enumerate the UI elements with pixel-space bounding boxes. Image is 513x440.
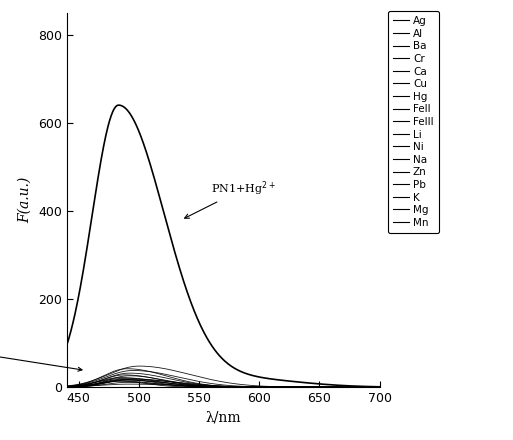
- Legend: Ag, Al, Ba, Cr, Ca, Cu, Hg, FeII, FeIII, Li, Ni, Na, Zn, Pb, K, Mg, Mn: Ag, Al, Ba, Cr, Ca, Cu, Hg, FeII, FeIII,…: [388, 11, 439, 233]
- Text: PN1+Hg$^{2+}$: PN1+Hg$^{2+}$: [185, 180, 276, 218]
- X-axis label: λ/nm: λ/nm: [205, 411, 241, 425]
- Text: PN1+ Ag$^+$, Al$^{3+}$, Ba$^{2+}$, Cr$^{3+}$, Ca$^{2+}$, Cu$^{2+}$, Fe$^{2+}$,
 : PN1+ Ag$^+$, Al$^{3+}$, Ba$^{2+}$, Cr$^{…: [0, 306, 82, 371]
- Y-axis label: F(a.u.): F(a.u.): [18, 177, 32, 224]
